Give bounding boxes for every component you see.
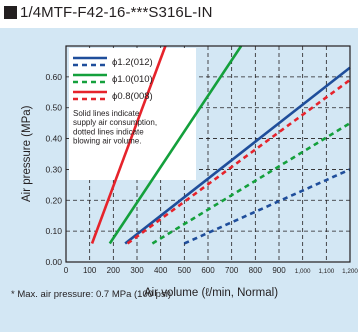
series-line-solid xyxy=(124,66,351,245)
y-tick-label: 0.00 xyxy=(45,257,62,267)
footnote: * Max. air pressure: 0.7 MPa (100 psi) xyxy=(11,289,171,300)
legend: ϕ1.2(012) ϕ1.0(010) ϕ0.8(008) Solid lines i… xyxy=(73,56,157,146)
series-line-solid xyxy=(108,45,243,245)
x-tick-label: 1,000 xyxy=(295,268,311,275)
x-tick-label: 800 xyxy=(249,266,263,275)
x-tick-label: 600 xyxy=(201,266,215,275)
series-lines xyxy=(90,45,351,245)
y-tick-label: 0.40 xyxy=(45,134,62,144)
series-line-dotted xyxy=(183,168,351,245)
series-line-dotted xyxy=(126,78,351,245)
x-tick-label: 0 xyxy=(64,266,69,275)
y-tick-label: 0.50 xyxy=(45,103,62,113)
x-tick-label: 400 xyxy=(154,266,168,275)
x-tick-label: 100 xyxy=(83,266,97,275)
y-tick-label: 0.60 xyxy=(45,72,62,82)
legend-label: ϕ1.2(012) xyxy=(112,57,153,68)
legend-note: Solid lines indicate supply air consumpti… xyxy=(73,109,157,146)
chart-title: 1/4MTF-F42-16-***S316L-IN xyxy=(4,1,213,23)
x-axis-label: Air volume (ℓ/min, Normal) xyxy=(144,287,278,299)
x-tick-label: 900 xyxy=(272,266,286,275)
tick-labels: 0 100 200 300 400 500 600 700 800 900 1,000 1,100 1,… xyxy=(45,72,358,275)
x-tick-label: 1,100 xyxy=(318,268,334,275)
legend-label: ϕ1.0(010) xyxy=(112,74,153,85)
x-tick-label: 500 xyxy=(178,266,192,275)
grid-lines xyxy=(66,46,350,262)
y-tick-label: 0.10 xyxy=(45,226,62,236)
x-tick-label: 1,200 xyxy=(342,268,358,275)
title-square-icon xyxy=(4,5,17,19)
y-tick-label: 0.20 xyxy=(45,195,62,205)
title-text: 1/4MTF-F42-16-***S316L-IN xyxy=(20,3,213,21)
y-tick-label: 0.30 xyxy=(45,164,62,174)
series-line-dotted xyxy=(151,122,351,245)
legend-label: ϕ0.8(008) xyxy=(112,91,153,102)
x-tick-label: 700 xyxy=(225,266,239,275)
series-line-solid xyxy=(90,45,167,244)
plot-frame xyxy=(65,45,351,263)
x-tick-label: 300 xyxy=(130,266,144,275)
x-tick-label: 200 xyxy=(107,266,121,275)
y-axis-label: Air pressure (MPa) xyxy=(21,105,33,202)
legend-background xyxy=(69,48,196,180)
